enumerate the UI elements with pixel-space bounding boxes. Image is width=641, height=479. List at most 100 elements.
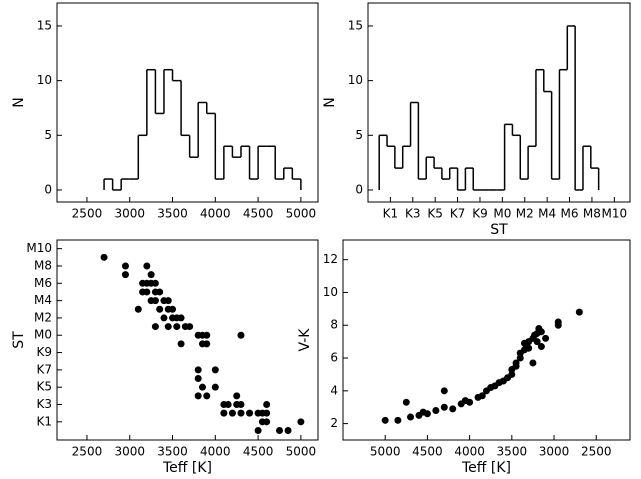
point — [194, 366, 202, 374]
point — [151, 279, 159, 287]
point — [531, 331, 539, 339]
point — [254, 426, 262, 434]
y-tick-label: M8 — [34, 258, 52, 272]
point — [440, 403, 448, 411]
y-tick-label: 10 — [348, 73, 363, 87]
point — [173, 323, 181, 331]
point — [177, 314, 185, 322]
point — [211, 366, 219, 374]
point — [228, 409, 236, 417]
y-tick-label: M2 — [34, 310, 52, 324]
point — [203, 331, 211, 339]
point — [466, 398, 474, 406]
x-tick-label: 2500 — [72, 445, 103, 459]
x-axis-label: ST — [490, 222, 508, 238]
x-tick-label: 3500 — [157, 207, 188, 221]
x-tick-label: M0 — [493, 207, 511, 221]
point — [516, 354, 524, 362]
y-tick-label: 0 — [355, 182, 363, 196]
y-tick-label: M6 — [34, 276, 52, 290]
point — [575, 308, 583, 316]
x-tick-label: K5 — [427, 207, 443, 221]
point — [533, 338, 541, 346]
point — [220, 409, 228, 417]
x-tick-label: 3000 — [114, 445, 145, 459]
x-tick-label: 4000 — [454, 445, 485, 459]
y-tick-label: 15 — [348, 18, 363, 32]
point — [237, 401, 245, 409]
point — [100, 253, 108, 261]
x-tick-label: M8 — [583, 207, 601, 221]
point — [121, 271, 129, 279]
point — [164, 323, 172, 331]
x-axis-label: Teff [K] — [162, 460, 212, 476]
point — [263, 409, 271, 417]
y-axis-label: ST — [11, 331, 27, 349]
x-tick-label: 3000 — [114, 207, 145, 221]
y-tick-label: 10 — [37, 73, 52, 87]
axes-frame — [56, 239, 319, 441]
x-tick-label: M10 — [602, 207, 628, 221]
y-tick-label: 10 — [323, 285, 338, 299]
point — [297, 418, 305, 426]
point — [263, 401, 271, 409]
point — [508, 370, 516, 378]
x-tick-label: M6 — [561, 207, 579, 221]
point — [177, 340, 185, 348]
point — [237, 409, 245, 417]
point — [512, 359, 520, 367]
point — [143, 262, 151, 270]
axes-frame — [367, 2, 631, 203]
point — [394, 416, 402, 424]
point — [246, 409, 254, 417]
x-tick-label: K3 — [405, 207, 421, 221]
y-tick-label: 5 — [44, 128, 52, 142]
y-tick-label: 8 — [330, 318, 338, 332]
y-axis-label: V-K — [297, 328, 313, 352]
point — [151, 297, 159, 305]
x-tick-label: 2500 — [72, 207, 103, 221]
point — [194, 375, 202, 383]
point — [156, 305, 164, 313]
x-tick-label: 5000 — [286, 445, 317, 459]
point — [203, 392, 211, 400]
y-tick-label: 5 — [355, 128, 363, 142]
x-tick-label: 4500 — [243, 445, 274, 459]
y-tick-label: K9 — [36, 345, 52, 359]
point — [194, 392, 202, 400]
point — [525, 344, 533, 352]
x-tick-label: K9 — [472, 207, 488, 221]
point — [535, 325, 543, 333]
point — [203, 340, 211, 348]
y-tick-label: 4 — [330, 383, 338, 397]
axes-frame — [342, 239, 631, 441]
x-tick-label: 2500 — [581, 445, 612, 459]
x-tick-label: 3000 — [539, 445, 570, 459]
point — [121, 262, 129, 270]
x-tick-label: 4500 — [412, 445, 443, 459]
point — [440, 387, 448, 395]
x-tick-label: 5000 — [370, 445, 401, 459]
y-tick-label: 0 — [44, 182, 52, 196]
point — [233, 392, 241, 400]
point — [186, 323, 194, 331]
point — [381, 416, 389, 424]
point — [134, 305, 142, 313]
point — [449, 405, 457, 413]
x-tick-label: 5000 — [286, 207, 317, 221]
y-tick-label: 2 — [330, 416, 338, 430]
point — [224, 401, 232, 409]
point — [151, 323, 159, 331]
point — [423, 410, 431, 418]
point — [143, 288, 151, 296]
y-tick-label: 6 — [330, 351, 338, 365]
point — [147, 271, 155, 279]
point — [164, 297, 172, 305]
x-tick-label: K1 — [383, 207, 399, 221]
y-tick-label: M0 — [34, 328, 52, 342]
y-tick-label: K3 — [36, 397, 52, 411]
x-tick-label: M2 — [516, 207, 534, 221]
point — [263, 418, 271, 426]
y-tick-label: M10 — [26, 241, 52, 255]
point — [554, 321, 562, 329]
